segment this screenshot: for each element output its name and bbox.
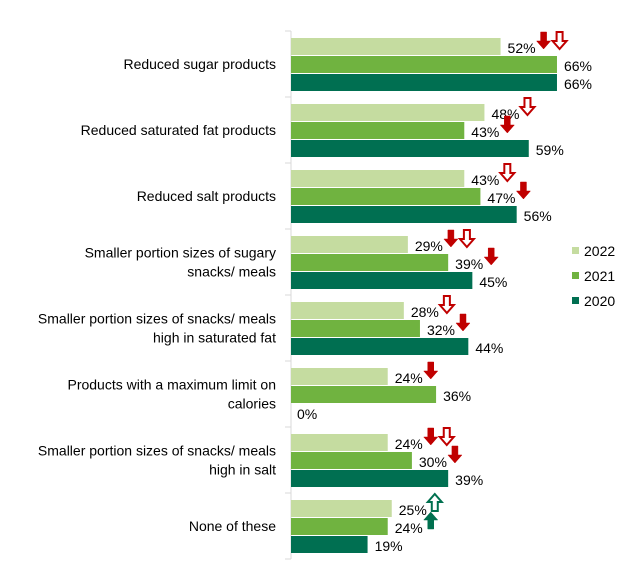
data-label: 48% (491, 106, 519, 122)
bar-2022 (291, 236, 408, 253)
bar-2021 (291, 518, 388, 535)
legend-label: 2022 (584, 243, 615, 259)
category-label: Reduced salt products (137, 188, 276, 204)
legend-swatch-2021 (572, 272, 579, 279)
bar-2020 (291, 74, 557, 91)
data-label: 59% (536, 142, 564, 158)
category-label: Reduced saturated fat products (81, 122, 276, 138)
data-label: 66% (564, 58, 592, 74)
data-label: 28% (411, 304, 439, 320)
legend-label: 2021 (584, 268, 615, 284)
data-label: 66% (564, 76, 592, 92)
down-arrow-solid-icon (447, 445, 463, 464)
down-arrow-outline-icon (498, 163, 517, 183)
category-label: Products with a maximum limit on (67, 377, 276, 393)
data-label: 43% (471, 124, 499, 140)
down-arrow-solid-icon (455, 313, 471, 332)
bar-2021 (291, 254, 449, 271)
data-label: 0% (297, 406, 317, 422)
data-label: 29% (415, 238, 443, 254)
down-arrow-outline-icon (437, 427, 456, 447)
data-label: 24% (395, 520, 423, 536)
category-label: Reduced sugar products (123, 56, 276, 72)
down-arrow-solid-icon (443, 229, 459, 248)
bar-2022 (291, 104, 485, 121)
data-label: 43% (471, 172, 499, 188)
data-label: 36% (443, 388, 471, 404)
down-arrow-solid-icon (515, 181, 531, 200)
bar-2020 (291, 140, 529, 157)
bar-2020 (291, 536, 368, 553)
data-label: 56% (524, 208, 552, 224)
down-arrow-outline-icon (550, 31, 569, 51)
bar-2020 (291, 470, 449, 487)
data-label: 39% (455, 472, 483, 488)
down-arrow-solid-icon (423, 427, 439, 446)
legend-swatch-2020 (572, 297, 579, 304)
bar-2022 (291, 434, 388, 451)
data-label: 30% (419, 454, 447, 470)
bar-2022 (291, 302, 404, 319)
data-label: 44% (475, 340, 503, 356)
down-arrow-outline-icon (437, 295, 457, 315)
data-label: 47% (487, 190, 515, 206)
legend-swatch-2022 (572, 247, 579, 254)
bar-2020 (291, 338, 469, 355)
data-label: 25% (399, 502, 427, 518)
data-label: 52% (508, 40, 536, 56)
down-arrow-solid-icon (536, 31, 552, 50)
data-label: 19% (375, 538, 403, 554)
bar-2021 (291, 188, 481, 205)
category-label: Smaller portion sizes of snacks/ meals (38, 311, 276, 327)
bar-2022 (291, 368, 388, 385)
data-label: 45% (479, 274, 507, 290)
bar-2020 (291, 206, 517, 223)
bar-2022 (291, 500, 392, 517)
data-label: 32% (427, 322, 455, 338)
bar-2021 (291, 320, 420, 337)
bar-2021 (291, 452, 412, 469)
down-arrow-solid-icon (499, 115, 515, 134)
data-label: 24% (395, 436, 423, 452)
bar-2022 (291, 38, 501, 55)
bar-2021 (291, 386, 437, 403)
bar-2020 (291, 272, 473, 289)
data-label: 24% (395, 370, 423, 386)
down-arrow-solid-icon (483, 247, 499, 266)
bar-2022 (291, 170, 465, 187)
data-label: 39% (455, 256, 483, 272)
category-label: None of these (189, 518, 276, 534)
down-arrow-solid-icon (423, 361, 439, 380)
bar-2021 (291, 56, 557, 73)
category-label: calories (228, 396, 276, 412)
up-arrow-solid-icon (423, 511, 439, 530)
down-arrow-outline-icon (518, 97, 537, 117)
category-label: Smaller portion sizes of snacks/ meals (38, 443, 276, 459)
down-arrow-outline-icon (457, 229, 477, 249)
category-label: high in saturated fat (153, 330, 276, 346)
category-label: snacks/ meals (187, 264, 276, 280)
category-label: high in salt (209, 462, 276, 478)
up-arrow-outline-icon (425, 492, 444, 512)
legend-label: 2020 (584, 293, 615, 309)
category-label: Smaller portion sizes of sugary (85, 245, 276, 261)
bar-2021 (291, 122, 465, 139)
